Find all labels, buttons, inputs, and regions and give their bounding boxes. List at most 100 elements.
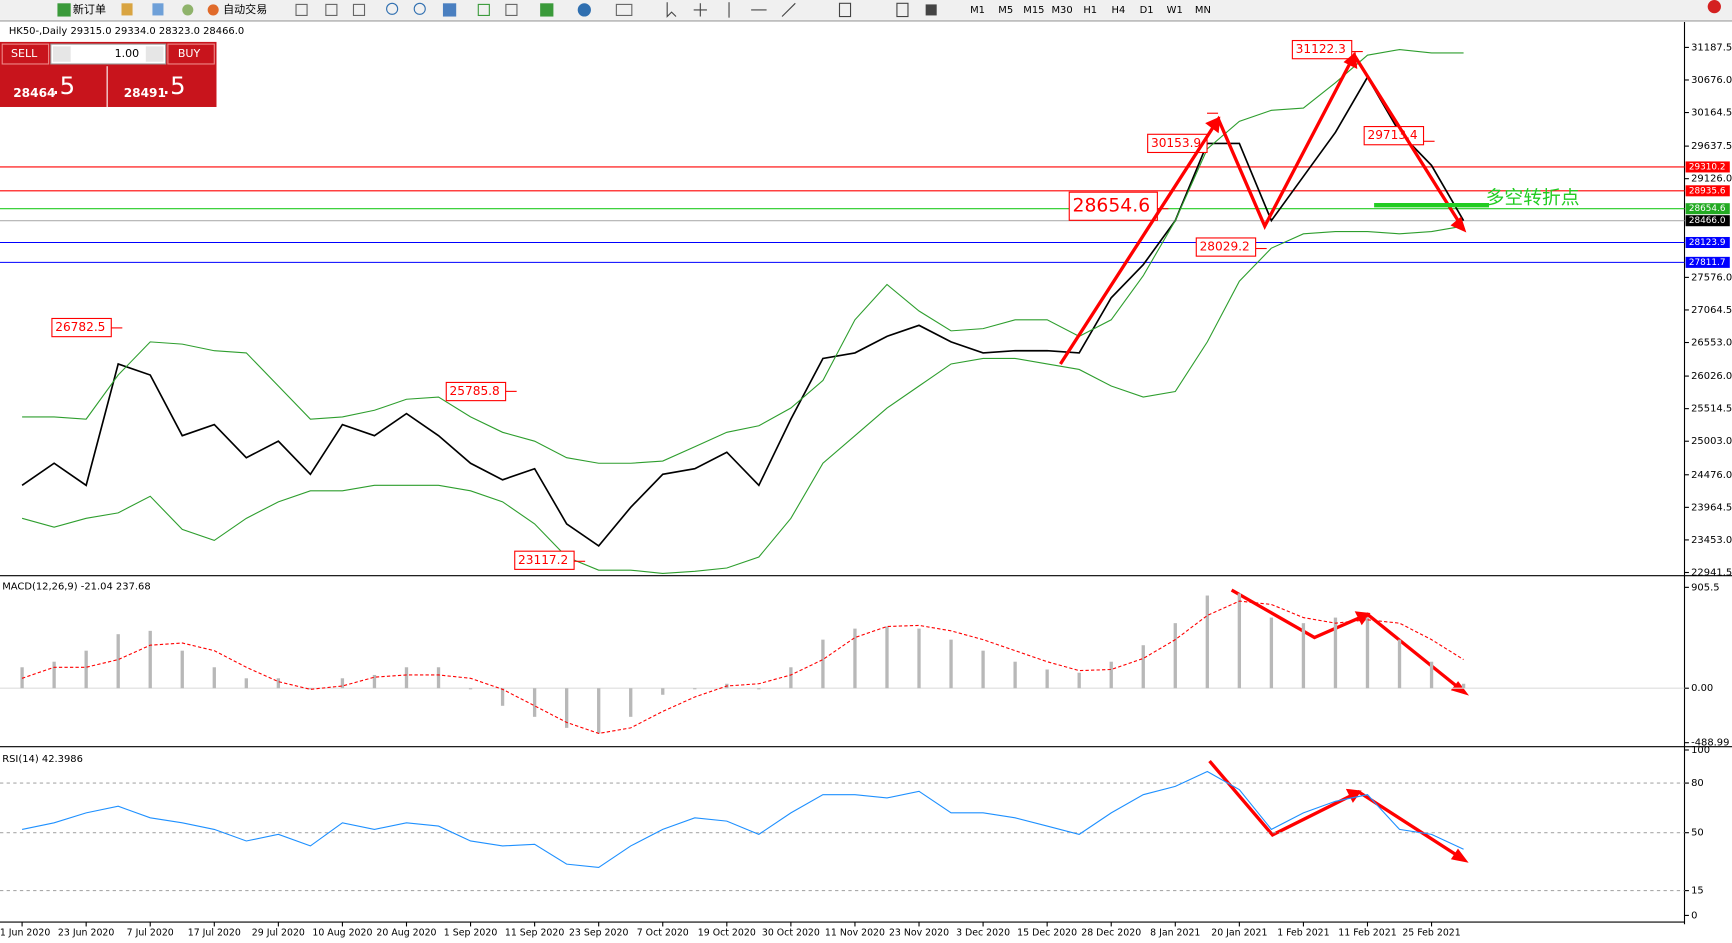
new-order-icon[interactable]: [57, 3, 71, 17]
auto-trading-icon[interactable]: [207, 4, 219, 16]
tile-windows[interactable]: [442, 3, 457, 17]
y-tick-label: 27576.0: [1691, 272, 1732, 283]
x-tick-label: 11 Feb 2021: [1338, 928, 1396, 939]
x-tick-label: 30 Oct 2020: [762, 928, 820, 939]
histogram-bar: [1077, 672, 1081, 689]
histogram-bar: [1205, 595, 1209, 689]
y-tick-label: 24476.0: [1691, 470, 1732, 481]
zoom-in[interactable]: [386, 2, 399, 15]
y-tick-label: 22941.5: [1691, 567, 1732, 578]
histogram-bar: [1109, 661, 1113, 689]
toolbar-icon[interactable]: [352, 3, 366, 16]
templates[interactable]: [615, 3, 633, 16]
indicators[interactable]: [540, 3, 554, 17]
new-order-button[interactable]: 新订单: [73, 2, 106, 16]
timeframe-button[interactable]: D1: [1140, 5, 1154, 16]
fibo-tool[interactable]: [838, 2, 852, 18]
y-tick-label: 23964.5: [1691, 502, 1732, 513]
timeframe-button[interactable]: H1: [1083, 5, 1097, 16]
annotation-label: 28029.2: [1200, 240, 1250, 254]
toolbar-icon[interactable]: [152, 3, 164, 16]
cursor-tool[interactable]: [666, 2, 677, 18]
x-tick-label: 15 Dec 2020: [1017, 928, 1077, 939]
annotation-box: [514, 550, 575, 570]
crosshair-tool[interactable]: [693, 3, 707, 17]
timeframe-button[interactable]: MN: [1195, 5, 1211, 16]
auto-trading-button[interactable]: 自动交易: [223, 2, 267, 16]
sell-button[interactable]: [1, 43, 50, 65]
annotation-box: [1195, 237, 1257, 257]
toolbar-icon[interactable]: [182, 4, 194, 16]
lot-up[interactable]: [145, 46, 164, 62]
timeframe-button[interactable]: M1: [970, 5, 985, 16]
x-tick-label: 20 Jan 2021: [1211, 928, 1267, 939]
timeframe-button[interactable]: M30: [1051, 5, 1072, 16]
annotation-label: 25785.8: [450, 384, 500, 398]
histogram-bar: [180, 650, 184, 689]
trendline-tool[interactable]: [781, 2, 796, 17]
label-tool[interactable]: [896, 2, 909, 18]
x-tick-label: 1 Feb 2021: [1277, 928, 1329, 939]
bid-pips[interactable]: .5: [52, 71, 75, 100]
histogram-bar: [340, 678, 345, 689]
ask-main[interactable]: 28491: [124, 86, 166, 100]
timeframe-button[interactable]: W1: [1167, 5, 1183, 16]
periods[interactable]: [577, 3, 591, 17]
sell-label[interactable]: SELL: [11, 47, 38, 60]
toolbar-icon[interactable]: [505, 3, 518, 16]
lot-down[interactable]: [53, 46, 71, 62]
notification-badge: [1707, 0, 1721, 14]
macd-panel: 905.5 0.00 -488.99: [0, 582, 1729, 749]
y-tick-label: 29637.5: [1691, 141, 1732, 152]
x-tick-label: 25 Feb 2021: [1402, 928, 1460, 939]
lot-value[interactable]: 1.00: [115, 47, 140, 60]
x-tick-label: 29 Jul 2020: [252, 928, 305, 939]
toolbar-icon[interactable]: [295, 3, 308, 16]
histogram-bar: [1429, 661, 1434, 689]
toolbar-icon[interactable]: [325, 3, 338, 16]
histogram-bar: [1333, 617, 1338, 689]
timeframe-button[interactable]: H4: [1112, 5, 1126, 16]
x-tick-label: 7 Jul 2020: [127, 928, 174, 939]
histogram-bar: [1141, 645, 1145, 689]
x-tick-label: 8 Jan 2021: [1150, 928, 1200, 939]
toolbar-icon[interactable]: [477, 3, 490, 16]
bid-main[interactable]: 28464: [13, 86, 55, 100]
histogram-bar: [436, 667, 441, 689]
timeframe-button[interactable]: M15: [1023, 5, 1044, 16]
histogram-bar: [116, 634, 120, 689]
toolbar-icon[interactable]: [121, 3, 133, 16]
ask-pips[interactable]: .5: [162, 71, 185, 100]
arrows-tool[interactable]: [925, 4, 937, 16]
y-tick-label: 23453.0: [1691, 535, 1732, 546]
buy-label[interactable]: BUY: [178, 47, 201, 60]
histogram-bar: [212, 667, 216, 689]
y-tick-label: 100: [1691, 745, 1710, 756]
price-level-label: 28935.6: [1689, 186, 1726, 196]
x-tick-label: 11 Jun 2020: [0, 928, 50, 939]
histogram-bar: [1045, 669, 1049, 689]
histogram-bar: [468, 688, 473, 690]
histogram-bar: [981, 650, 985, 689]
rsi-panel: 100 80 50 15 0 11 Jun 2020 23 Jun 2020 7 Jul 20…: [0, 745, 1710, 939]
series-line: [22, 49, 1464, 464]
histogram-bar: [372, 674, 377, 689]
lot-input[interactable]: [50, 43, 167, 65]
arrow-head: [1205, 51, 1467, 233]
x-tick-label: 19 Oct 2020: [698, 928, 756, 939]
y-tick-label: 29126.0: [1691, 174, 1732, 185]
x-tick-label: 23 Sep 2020: [569, 928, 628, 939]
zoom-out[interactable]: [413, 2, 426, 15]
histogram-bar: [1365, 617, 1370, 689]
annotation-box: [1068, 191, 1158, 221]
timeframe-button[interactable]: M5: [998, 5, 1013, 16]
histogram-bar: [757, 688, 761, 690]
price-level-label: 28123.9: [1689, 238, 1726, 248]
buy-button[interactable]: [167, 43, 215, 65]
x-tick-label: 7 Oct 2020: [637, 928, 689, 939]
histogram-bar: [532, 688, 537, 717]
y-tick-label: -488.99: [1691, 738, 1729, 749]
price-level-label: 28466.0: [1689, 216, 1726, 226]
